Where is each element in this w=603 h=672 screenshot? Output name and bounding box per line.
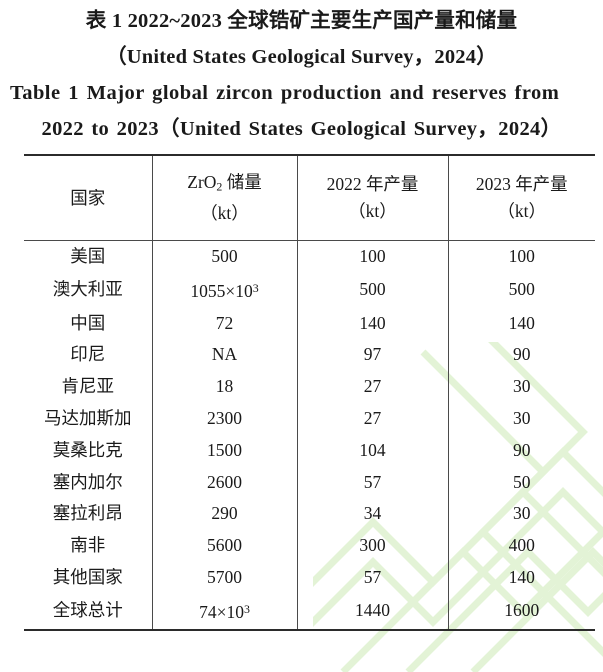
column-header-production-2023-line1: 2023 年产量 [475, 174, 568, 194]
cell-production-2022: 1440 [296, 593, 448, 631]
cell-reserves: 1500 [151, 434, 297, 467]
table-row: 中国 72 140 140 [24, 307, 595, 340]
column-header-country-line1: 国家 [70, 187, 106, 208]
cell-production-2023: 90 [447, 434, 595, 467]
table-body: 美国 500 100 100 澳大利亚 1055×103 500 500 中国 72 140 140 印… [24, 240, 595, 631]
cell-production-2022: 500 [296, 272, 448, 308]
table-row: 塞拉利昂 290 34 30 [24, 498, 595, 531]
cell-reserves: 74×103 [151, 593, 297, 631]
cell-production-2023: 1600 [447, 593, 595, 631]
cell-production-2022: 27 [296, 371, 448, 403]
column-header-production-2023-unit: （kt） [497, 201, 547, 221]
column-header-reserves-line1: ZrO2 储量 [153, 169, 297, 201]
cell-production-2022: 100 [296, 240, 448, 273]
cell-country: 美国 [70, 246, 106, 266]
reserves-value-exponent: 3 [243, 601, 250, 616]
table-container: 国家 ZrO2 储量 （kt） 2022 年产量 （kt） 2023 年产量 （… [24, 154, 595, 631]
cell-country: 塞内加尔 [52, 471, 123, 492]
cell-reserves: 72 [151, 307, 297, 340]
cell-country: 莫桑比克 [52, 439, 123, 460]
cell-production-2022: 97 [296, 339, 448, 372]
caption-line-en-title: Table 1 Major global zircon production a… [10, 82, 560, 104]
table-row: 美国 500 100 100 [24, 240, 595, 273]
cell-reserves: 500 [151, 240, 297, 273]
cell-production-2022: 57 [296, 466, 448, 499]
cell-production-2023: 400 [447, 530, 595, 562]
cell-production-2022: 57 [296, 561, 448, 594]
table-row: 其他国家 5700 57 140 [24, 561, 595, 594]
cell-country: 其他国家 [52, 566, 123, 587]
table-row: 全球总计 74×103 1440 1600 [24, 593, 595, 631]
cell-reserves: 5600 [151, 530, 297, 562]
cell-production-2023: 90 [447, 339, 595, 372]
cell-production-2022: 104 [296, 434, 448, 467]
cell-production-2022: 300 [296, 530, 448, 562]
reserves-formula-suffix: 储量 [222, 171, 262, 192]
cell-country: 全球总计 [24, 593, 152, 631]
cell-reserves: 290 [151, 498, 297, 531]
cell-production-2022: 34 [296, 498, 448, 531]
table-row: 莫桑比克 1500 104 90 [24, 434, 595, 467]
cell-country: 南非 [70, 535, 106, 556]
cell-production-2023: 140 [447, 307, 595, 340]
table-row: 马达加斯加 2300 27 30 [24, 402, 595, 435]
cell-production-2022: 140 [296, 307, 448, 340]
column-header-production-2022-unit: （kt） [348, 201, 397, 221]
caption-line-cn-title: 表 1 2022~2023 全球锆矿主要生产国产量和储量 [85, 10, 518, 32]
cell-reserves: NA [151, 339, 297, 372]
column-header-production-2022-line1: 2022 年产量 [326, 174, 419, 194]
column-header-production-2022: 2022 年产量 （kt） [296, 154, 448, 241]
table-row: 印尼 NA 97 90 [24, 339, 595, 372]
table-row: 肯尼亚 18 27 30 [24, 371, 595, 403]
cell-reserves: 5700 [151, 561, 297, 594]
cell-reserves: 18 [151, 371, 297, 403]
cell-production-2023: 50 [447, 466, 595, 499]
cell-production-2023: 140 [447, 561, 595, 594]
cell-country: 印尼 [70, 344, 106, 365]
caption-line-en-source: 2022 to 2023（United States Geological Su… [41, 118, 562, 140]
cell-country: 澳大利亚 [52, 279, 123, 300]
cell-reserves: 2300 [151, 402, 297, 435]
cell-reserves: 2600 [151, 466, 297, 499]
cell-country: 中国 [70, 312, 106, 333]
caption-line-cn-source: （United States Geological Survey，2024） [106, 46, 497, 68]
cell-production-2023: 30 [447, 402, 595, 435]
column-header-reserves: ZrO2 储量 （kt） [151, 154, 297, 241]
cell-production-2023: 30 [447, 371, 595, 403]
column-header-production-2023: 2023 年产量 （kt） [447, 154, 595, 241]
reserves-formula-prefix: ZrO [187, 171, 217, 192]
reserves-value-base: 1055×10 [190, 280, 253, 301]
table-caption: 表 1 2022~2023 全球锆矿主要生产国产量和储量 （United Sta… [0, 0, 603, 147]
table-header-row: 国家 ZrO2 储量 （kt） 2022 年产量 （kt） 2023 年产量 （… [24, 154, 595, 241]
table-row: 南非 5600 300 400 [24, 530, 595, 562]
cell-production-2023: 30 [447, 498, 595, 531]
column-header-reserves-unit: （kt） [200, 203, 249, 224]
reserves-value-exponent: 3 [252, 280, 259, 295]
zircon-production-table: 国家 ZrO2 储量 （kt） 2022 年产量 （kt） 2023 年产量 （… [24, 154, 595, 631]
cell-country: 塞拉利昂 [52, 503, 123, 524]
cell-country: 马达加斯加 [44, 407, 132, 428]
cell-reserves: 1055×103 [151, 272, 297, 308]
reserves-formula-subscript: 2 [216, 179, 223, 194]
cell-production-2023: 100 [447, 240, 595, 273]
cell-production-2023: 500 [447, 272, 595, 308]
reserves-value-base: 74×10 [199, 601, 244, 622]
table-row: 澳大利亚 1055×103 500 500 [24, 272, 595, 308]
column-header-country: 国家 [24, 154, 152, 241]
cell-country: 肯尼亚 [61, 376, 115, 397]
cell-production-2022: 27 [296, 402, 448, 435]
table-row: 塞内加尔 2600 57 50 [24, 466, 595, 499]
